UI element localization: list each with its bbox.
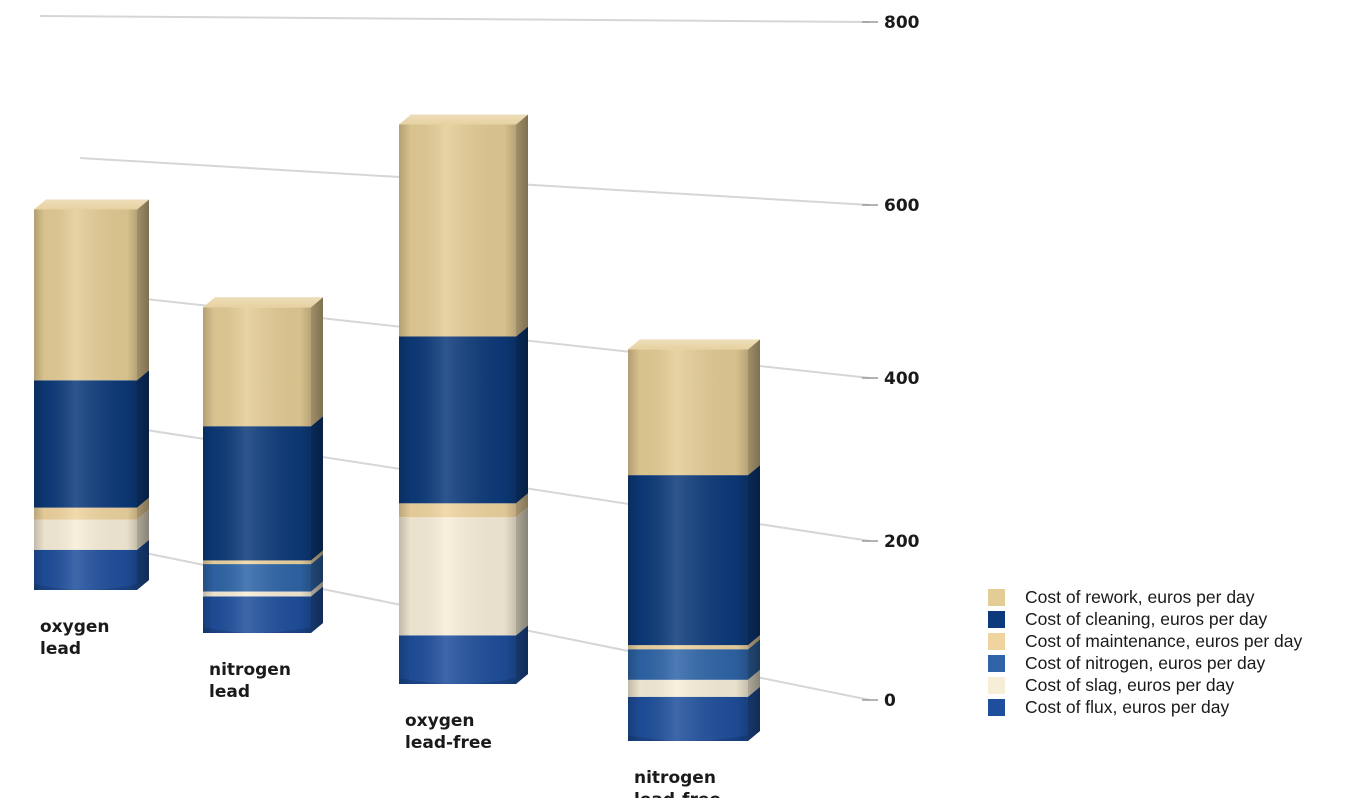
bar-segment xyxy=(203,297,323,427)
bar-segment xyxy=(399,114,528,337)
bar-segment xyxy=(628,686,760,741)
legend-label: Cost of cleaning, euros per day xyxy=(1025,608,1268,629)
legend-swatch xyxy=(988,654,1005,672)
y-tick-label: 600 xyxy=(884,196,920,216)
legend: Cost of rework, euros per day Cost of cle… xyxy=(988,586,1302,718)
legend-label: Cost of slag, euros per day xyxy=(1025,674,1235,695)
category-label: oxygen lead xyxy=(40,617,110,659)
bar-segment xyxy=(628,465,760,646)
bar-base-shade xyxy=(34,584,137,590)
bar-top-cap xyxy=(628,339,760,350)
bar-segment xyxy=(34,539,149,590)
legend-item: Cost of cleaning, euros per day xyxy=(988,608,1302,630)
bar-segment xyxy=(399,625,528,684)
bar-segment xyxy=(34,509,149,550)
bar-segment xyxy=(34,497,149,520)
bar-segment xyxy=(399,493,528,518)
bar-base-shade xyxy=(628,735,748,741)
bar-base-shade xyxy=(399,678,516,684)
y-tick-label: 200 xyxy=(884,532,920,552)
category-label: oxygen lead-free xyxy=(405,711,492,753)
y-tick-label: 800 xyxy=(884,13,920,33)
bar-top-cap xyxy=(34,199,149,210)
category-labels: oxygen lead nitrogen lead oxygen lead-free nit… xyxy=(40,617,721,798)
bar-segment xyxy=(34,199,149,381)
legend-label: Cost of flux, euros per day xyxy=(1025,696,1230,717)
category-label: nitrogen lead xyxy=(209,660,291,702)
bar-top-cap xyxy=(399,114,528,125)
legend-swatch xyxy=(988,632,1005,650)
bar xyxy=(628,339,760,741)
bar-segment xyxy=(203,550,323,565)
y-tick-label: 0 xyxy=(884,691,896,711)
legend-item: Cost of rework, euros per day xyxy=(988,586,1302,608)
legend-item: Cost of maintenance, euros per day xyxy=(988,630,1302,652)
bar-segment xyxy=(628,669,760,697)
bar-segment xyxy=(203,416,323,561)
y-axis-ticks: 0 200 400 600 800 xyxy=(862,13,920,711)
bar-segment xyxy=(34,370,149,508)
legend-swatch xyxy=(988,588,1005,606)
bar-segment xyxy=(203,554,323,592)
legend-label: Cost of maintenance, euros per day xyxy=(1025,630,1303,651)
legend-swatch xyxy=(988,676,1005,694)
bar-base-shade xyxy=(203,627,311,633)
bar xyxy=(399,114,528,684)
bar-top-cap xyxy=(203,297,323,308)
y-tick-label: 400 xyxy=(884,369,920,389)
bar-segment xyxy=(628,639,760,680)
legend-swatch xyxy=(988,698,1005,716)
bar-segment xyxy=(203,586,323,633)
legend-item: Cost of slag, euros per day xyxy=(988,674,1302,696)
bar xyxy=(203,297,323,633)
bar-segment xyxy=(203,581,323,597)
legend-swatch xyxy=(988,610,1005,628)
bar-segment xyxy=(628,635,760,650)
bar-segment xyxy=(628,339,760,476)
legend-item: Cost of nitrogen, euros per day xyxy=(988,652,1302,674)
legend-item: Cost of flux, euros per day xyxy=(988,696,1302,718)
bar-segment xyxy=(399,507,528,636)
legend-label: Cost of rework, euros per day xyxy=(1025,586,1255,607)
bar-segment xyxy=(399,326,528,504)
gridline xyxy=(39,15,871,23)
bars xyxy=(34,114,760,741)
bar xyxy=(34,199,149,590)
legend-label: Cost of nitrogen, euros per day xyxy=(1025,652,1266,673)
